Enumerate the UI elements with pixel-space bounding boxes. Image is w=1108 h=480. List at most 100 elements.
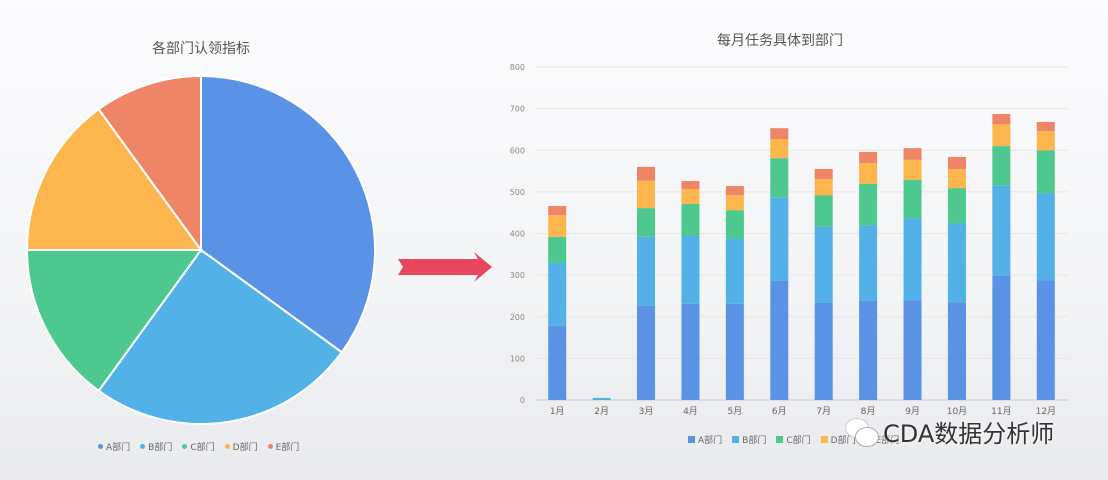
bar-segment: [681, 303, 700, 400]
bar-segment: [859, 163, 878, 184]
legend-label: E部门: [875, 436, 900, 446]
bar-segment: [1036, 280, 1055, 400]
bar-segment: [859, 183, 878, 226]
bar-segment: [548, 206, 567, 216]
legend-marker-icon: [267, 444, 273, 449]
svg-text:3月: 3月: [639, 406, 654, 417]
bar-chart-title: 每月任务具体到部门: [717, 33, 843, 49]
legend-label: B部门: [742, 436, 767, 446]
bar-segment: [814, 178, 833, 196]
legend-item[interactable]: A部门: [98, 440, 130, 453]
bar-segment: [637, 236, 656, 306]
pie-slice-b: [97, 248, 344, 425]
legend-item[interactable]: D部门: [224, 440, 258, 453]
bar-segment: [947, 302, 966, 400]
svg-text:800: 800: [510, 63, 525, 72]
legend-marker-icon: [776, 436, 784, 443]
legend-marker-icon: [688, 436, 695, 443]
legend-item[interactable]: A部门: [688, 433, 722, 446]
legend-label: D部门: [232, 443, 258, 453]
bar-segment: [548, 263, 567, 326]
legend-item[interactable]: B部门: [732, 433, 766, 446]
legend-item[interactable]: B部门: [140, 440, 172, 453]
bar-segment: [681, 188, 700, 204]
legend-item[interactable]: C部门: [776, 433, 811, 446]
svg-text:4月: 4月: [683, 406, 698, 417]
svg-text:11月: 11月: [991, 406, 1011, 417]
bar-segment: [947, 168, 966, 189]
bar-segment: [814, 303, 833, 400]
bar-segment: [637, 180, 656, 209]
bar-segment: [770, 158, 789, 198]
bar-segment: [814, 168, 833, 179]
bar-segment: [770, 280, 789, 400]
bar-segment: [992, 124, 1011, 147]
svg-text:0: 0: [520, 396, 525, 405]
bar-segment: [947, 223, 966, 303]
bar-segment: [725, 186, 744, 196]
bar-segment: [770, 197, 789, 281]
bar-segment: [992, 146, 1011, 186]
svg-text:2月: 2月: [594, 406, 609, 417]
bar-segment: [1036, 150, 1055, 194]
bar-segment: [637, 305, 656, 400]
svg-text:700: 700: [510, 105, 525, 114]
pie-slice-e: [97, 74, 202, 254]
bar-segment: [548, 236, 567, 264]
svg-text:300: 300: [510, 271, 525, 280]
legend-label: C部门: [786, 436, 811, 446]
svg-text:600: 600: [510, 146, 525, 155]
legend-item[interactable]: D部门: [820, 433, 856, 446]
bar-segment: [725, 210, 744, 239]
bar-segment: [859, 151, 878, 164]
bar-segment: [725, 303, 744, 400]
bar-segment: [681, 181, 700, 189]
svg-text:6月: 6月: [772, 406, 787, 417]
legend-marker-icon: [732, 436, 740, 443]
pie-slice-c: [25, 249, 203, 393]
bar-segment: [637, 166, 656, 181]
bar-segment: [548, 215, 567, 237]
bar-segment: [1036, 193, 1055, 281]
bar-segment: [992, 114, 1011, 125]
bar-segment: [903, 300, 922, 400]
wechat-icon: [845, 417, 879, 447]
svg-text:10月: 10月: [947, 406, 967, 417]
arrow-icon: [398, 252, 492, 282]
bar-segment: [859, 300, 878, 400]
svg-text:9月: 9月: [905, 406, 920, 417]
svg-text:8月: 8月: [861, 406, 876, 417]
legend-marker-icon: [820, 436, 828, 443]
legend-label: E部门: [275, 443, 300, 453]
legend-marker-icon: [98, 444, 103, 449]
legend-marker-icon: [140, 444, 146, 449]
bar-segment: [1036, 121, 1055, 132]
bar-segment: [681, 235, 700, 304]
legend-label: A部门: [698, 436, 723, 446]
legend-marker-icon: [182, 444, 188, 449]
stacked-bar-chart: 0 100 200 300 400 500 600 700 800 1月 2月 3月 4月 5月 6月 7月 8…: [510, 63, 1068, 417]
pie-slice-d: [25, 107, 203, 251]
bar-segment: [770, 128, 789, 140]
svg-text:12月: 12月: [1036, 406, 1056, 417]
svg-text:400: 400: [510, 230, 525, 239]
svg-text:7月: 7月: [816, 406, 831, 417]
bar-segment: [903, 179, 922, 219]
bar-segment: [992, 185, 1011, 276]
bar-segment: [947, 156, 966, 169]
bar-segment: [770, 139, 789, 159]
bar-segment: [681, 203, 700, 236]
legend-label: C部门: [190, 443, 215, 453]
bar-segment: [1036, 131, 1055, 151]
legend-item[interactable]: C部门: [182, 440, 215, 453]
svg-text:500: 500: [510, 188, 525, 197]
pie-chart: [25, 74, 376, 425]
bar-segment: [947, 188, 966, 224]
bar-segment: [814, 226, 833, 304]
bar-segment: [548, 325, 567, 400]
legend-label: B部门: [148, 443, 173, 453]
legend-item[interactable]: E部门: [267, 440, 300, 453]
legend-marker-icon: [224, 444, 230, 449]
bar-segment: [814, 195, 833, 227]
